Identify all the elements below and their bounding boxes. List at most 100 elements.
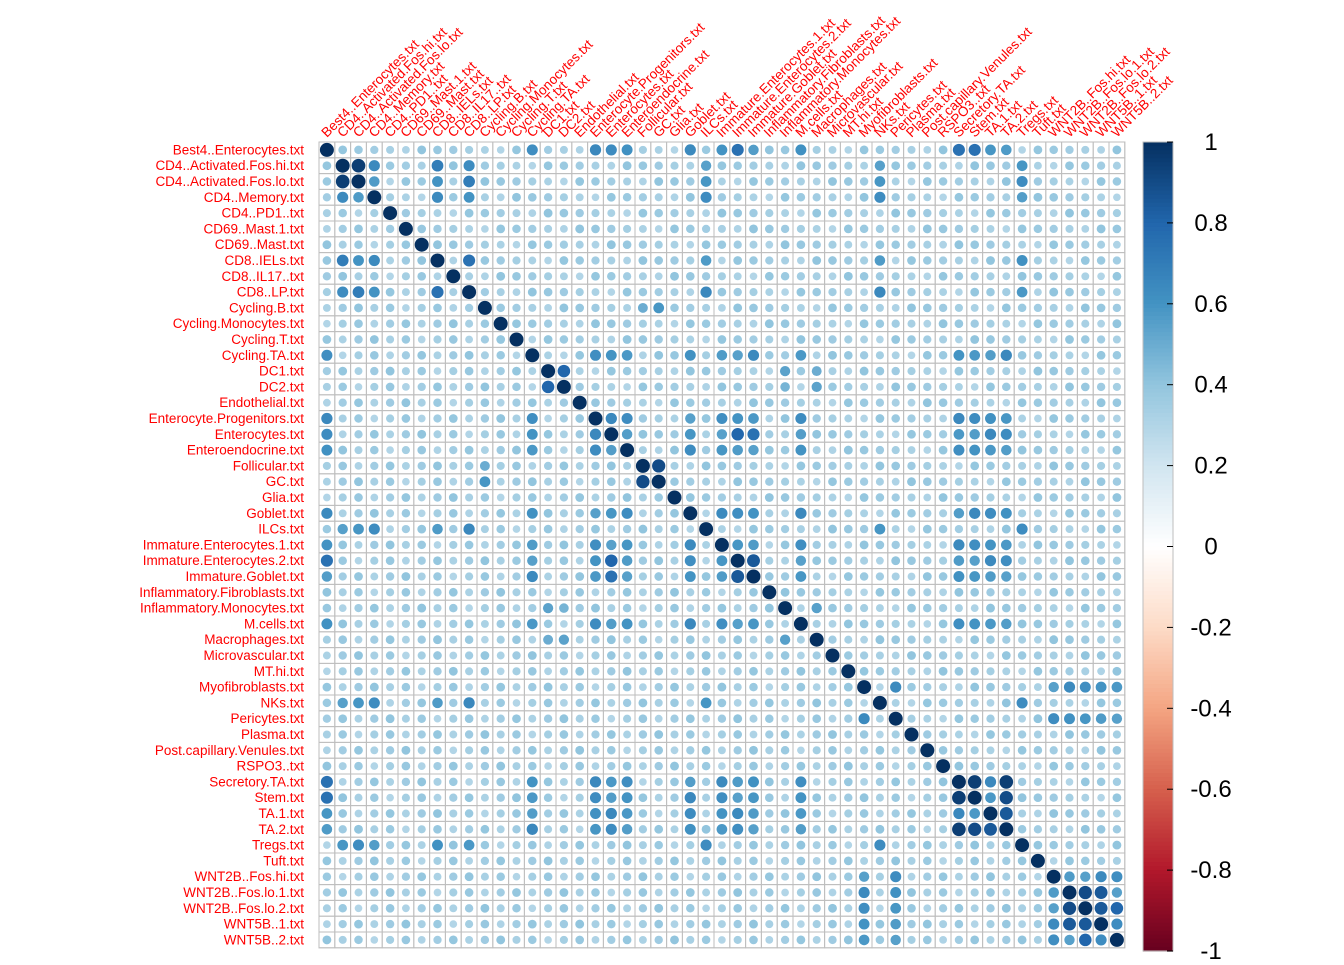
correlation-circle: [418, 494, 426, 502]
correlation-circle: [987, 525, 995, 533]
correlation-circle: [828, 193, 836, 201]
correlation-circle: [748, 776, 759, 787]
correlation-circle: [939, 383, 947, 391]
correlation-circle: [671, 415, 679, 423]
correlation-circle: [1048, 887, 1059, 898]
correlation-circle: [370, 462, 378, 470]
correlation-circle: [813, 620, 821, 628]
correlation-circle: [652, 475, 666, 489]
correlation-circle: [765, 793, 774, 802]
correlation-circle: [513, 162, 521, 170]
correlation-circle: [1097, 367, 1105, 375]
correlation-circle: [1081, 636, 1089, 644]
correlation-circle: [355, 541, 363, 549]
correlation-circle: [968, 791, 982, 805]
correlation-circle: [781, 651, 790, 660]
correlation-circle: [765, 572, 774, 581]
correlation-circle: [1081, 604, 1090, 613]
correlation-circle: [702, 794, 710, 802]
correlation-circle: [781, 730, 790, 739]
correlation-circle: [544, 541, 552, 549]
correlation-circle: [1097, 636, 1105, 644]
correlation-circle: [481, 256, 490, 265]
correlation-circle: [481, 509, 489, 517]
correlation-circle: [465, 478, 473, 486]
correlation-circle: [795, 144, 806, 155]
correlation-circle: [670, 762, 679, 771]
correlation-circle: [655, 288, 663, 296]
correlation-circle: [750, 272, 758, 280]
correlation-circle: [1113, 162, 1121, 170]
correlation-circle: [528, 272, 536, 280]
correlation-circle: [528, 304, 536, 312]
correlation-circle: [353, 286, 365, 298]
correlation-circle: [796, 808, 807, 819]
correlation-circle: [670, 683, 679, 692]
correlation-circle: [605, 570, 617, 582]
correlation-circle: [607, 889, 615, 897]
correlation-circle: [321, 792, 333, 804]
correlation-circle: [339, 746, 347, 754]
correlation-circle: [923, 304, 932, 313]
correlation-circle: [765, 825, 773, 833]
correlation-circle: [939, 636, 947, 644]
correlation-circle: [844, 636, 852, 644]
correlation-circle: [386, 178, 394, 186]
correlation-circle: [1034, 762, 1042, 770]
correlation-circle: [999, 822, 1013, 836]
correlation-circle: [434, 889, 442, 897]
correlation-circle: [826, 649, 840, 663]
correlation-circle: [1097, 857, 1105, 865]
correlation-circle: [592, 494, 600, 502]
correlation-circle: [765, 367, 773, 375]
correlation-circle: [765, 730, 773, 738]
correlation-circle: [1049, 682, 1059, 692]
correlation-circle: [908, 225, 916, 233]
correlation-circle: [433, 556, 442, 565]
correlation-circle: [622, 792, 633, 803]
correlation-circle: [1097, 351, 1106, 360]
correlation-circle: [890, 871, 901, 882]
correlation-circle: [812, 714, 821, 723]
correlation-circle: [860, 557, 868, 565]
correlation-circle: [481, 651, 490, 660]
correlation-circle: [686, 714, 695, 723]
correlation-circle: [481, 493, 490, 502]
correlation-circle: [655, 272, 663, 280]
correlation-circle: [386, 794, 394, 802]
correlation-circle: [607, 304, 615, 312]
correlation-circle: [748, 145, 758, 155]
correlation-circle: [907, 588, 915, 596]
correlation-circle: [953, 144, 965, 156]
correlation-circle: [971, 304, 979, 312]
correlation-circle: [623, 304, 631, 312]
correlation-circle: [702, 541, 710, 549]
correlation-circle: [908, 620, 916, 628]
correlation-circle: [1081, 209, 1090, 218]
correlation-circle: [891, 382, 900, 391]
correlation-circle: [749, 288, 757, 296]
correlation-circle: [748, 508, 759, 519]
correlation-circle: [939, 809, 947, 817]
correlation-circle: [670, 809, 678, 817]
correlation-circle: [685, 144, 696, 155]
correlation-circle: [795, 445, 806, 456]
correlation-circle: [765, 288, 773, 296]
correlation-circle: [1064, 682, 1075, 693]
correlation-circle: [813, 478, 821, 486]
correlation-circle: [544, 494, 552, 502]
correlation-circle: [750, 367, 758, 375]
correlation-circle: [481, 541, 489, 549]
correlation-circle: [955, 493, 964, 502]
correlation-circle: [987, 225, 995, 233]
correlation-circle: [702, 240, 711, 249]
correlation-circle: [1097, 335, 1105, 343]
correlation-circle: [939, 872, 948, 881]
correlation-circle: [750, 652, 758, 660]
correlation-circle: [339, 414, 347, 422]
correlation-circle: [434, 367, 442, 375]
correlation-circle: [828, 335, 836, 343]
correlation-circle: [323, 177, 332, 186]
correlation-circle: [544, 825, 552, 833]
correlation-circle: [749, 398, 758, 407]
